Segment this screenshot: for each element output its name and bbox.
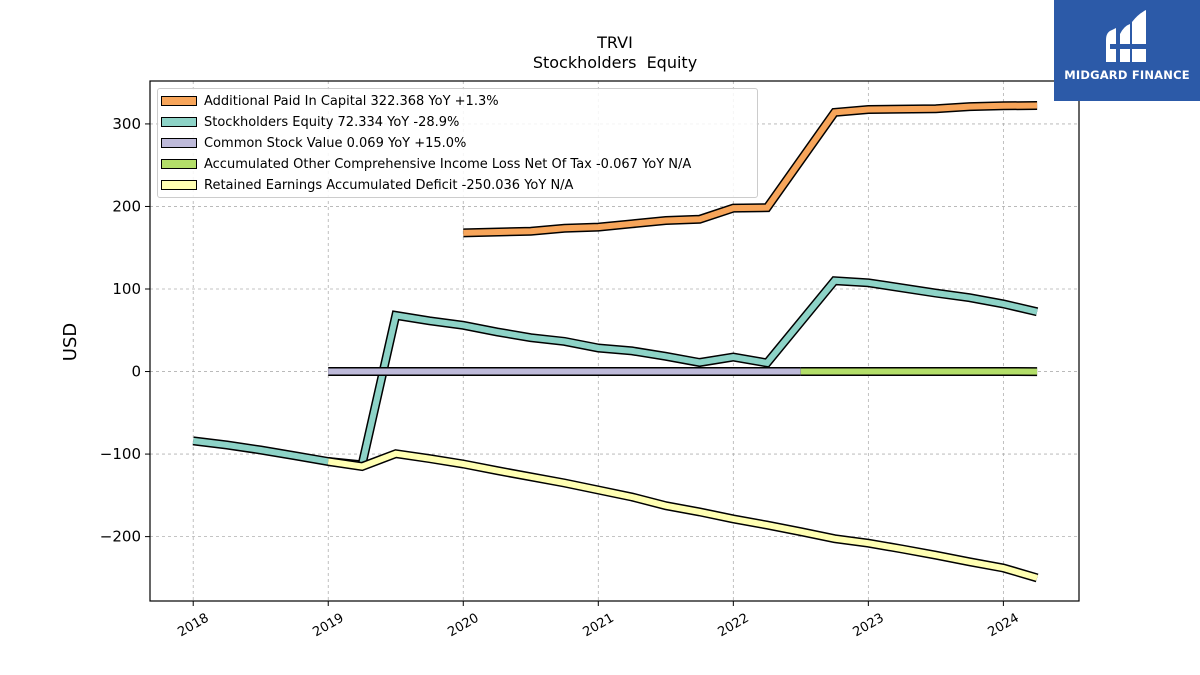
legend-swatch-common-stock-value <box>161 138 197 148</box>
plot-frame <box>149 80 1080 602</box>
x-tick-label: 2018 <box>175 611 211 641</box>
series-line-stockholders-equity <box>192 277 1038 469</box>
series-line-retained-earnings-accumulated-deficit <box>327 450 1038 581</box>
legend-item-common-stock-value: Common Stock Value 0.069 YoY +15.0% <box>161 135 466 151</box>
legend-label-common-stock-value: Common Stock Value 0.069 YoY +15.0% <box>204 135 467 151</box>
legend-item-additional-paid-in-capital: Additional Paid In Capital 322.368 YoY +… <box>161 93 499 109</box>
y-tick-label: −200 <box>100 528 141 546</box>
x-tick-label: 2022 <box>715 611 751 641</box>
chart-subtitle: Stockholders Equity <box>533 53 697 72</box>
legend-swatch-additional-paid-in-capital <box>161 96 197 106</box>
series-line-additional-paid-in-capital <box>463 102 1038 236</box>
x-tick-label: 2019 <box>310 611 346 641</box>
legend-label-stockholders-equity: Stockholders Equity 72.334 YoY -28.9% <box>204 114 460 130</box>
legend-label-retained-earnings: Retained Earnings Accumulated Deficit -2… <box>204 177 574 193</box>
series-layer <box>192 101 1039 583</box>
y-tick-label: 200 <box>112 197 141 215</box>
y-tick-label: 100 <box>112 280 141 298</box>
legend: Additional Paid In Capital 322.368 YoY +… <box>157 88 758 198</box>
series-outline-retained-earnings-accumulated-deficit <box>327 449 1039 583</box>
chart-title: TRVI <box>596 33 633 52</box>
legend-swatch-retained-earnings <box>161 180 197 190</box>
legend-swatch-accumulated-oci <box>161 159 197 169</box>
legend-item-stockholders-equity: Stockholders Equity 72.334 YoY -28.9% <box>161 114 459 130</box>
x-tick-label: 2024 <box>986 611 1022 641</box>
brand-logo: MIDGARD FINANCE <box>1054 0 1200 101</box>
legend-label-additional-paid-in-capital: Additional Paid In Capital 322.368 YoY +… <box>204 93 499 109</box>
axes: 2018 2019 2020 2021 2022 2023 2024 −200 −100 0 100… <box>100 115 1022 640</box>
legend-label-accumulated-oci: Accumulated Other Comprehensive Income L… <box>204 156 692 172</box>
x-tick-label: 2020 <box>445 611 481 641</box>
y-axis-label: USD <box>60 323 81 361</box>
legend-item-accumulated-oci: Accumulated Other Comprehensive Income L… <box>161 156 691 172</box>
logo-text: MIDGARD FINANCE <box>1064 68 1190 82</box>
y-tick-label: 0 <box>131 363 141 381</box>
x-tick-label: 2021 <box>580 611 616 641</box>
logo-mark-icon <box>1106 10 1146 62</box>
x-tick-label: 2023 <box>851 611 887 641</box>
y-tick-label: −100 <box>100 445 141 463</box>
legend-swatch-stockholders-equity <box>161 117 197 127</box>
y-tick-label: 300 <box>112 115 141 133</box>
legend-item-retained-earnings: Retained Earnings Accumulated Deficit -2… <box>161 177 573 193</box>
